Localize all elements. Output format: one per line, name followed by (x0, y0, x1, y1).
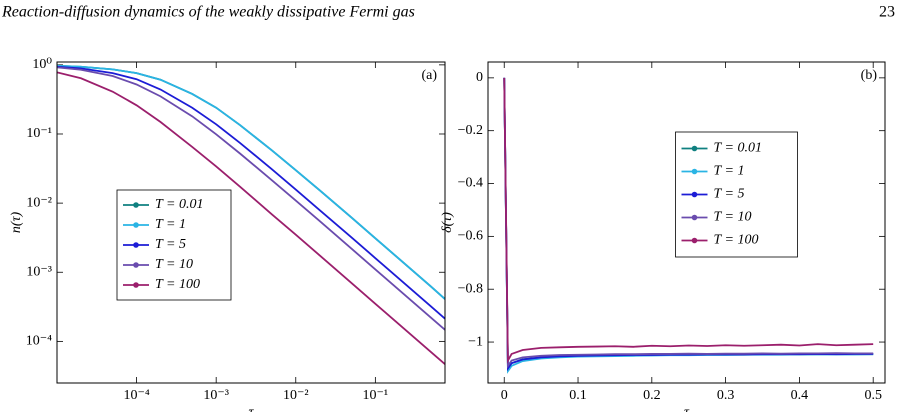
legend-label: T = 5 (155, 237, 186, 252)
y-tick-label: −0.4 (458, 176, 483, 191)
x-tick-label: 10⁻⁴ (123, 388, 149, 403)
legend-marker (691, 145, 698, 152)
legend-label: T = 0.01 (714, 141, 762, 156)
legend-label: T = 10 (714, 210, 752, 225)
y-tick-label: 10⁻¹ (26, 126, 52, 141)
legend-box (116, 189, 232, 301)
series-line (503, 77, 874, 364)
x-tick-label: 0.1 (569, 388, 587, 403)
y-axis-label: δ(τ) (440, 212, 455, 233)
x-tick-label: 0 (501, 388, 508, 403)
series-line (57, 65, 445, 320)
legend: T = 0.01 T = 1 T = 5 T = 10 T = 100 (116, 189, 232, 301)
running-title: Reaction-diffusion dynamics of the weakl… (1, 4, 415, 21)
legend-label: T = 100 (155, 277, 200, 292)
y-axis-label: n(τ) (9, 211, 24, 233)
series-line (57, 64, 445, 300)
legend: T = 0.01 T = 1 T = 5 T = 10 T = 100 (675, 131, 798, 258)
chart-panel: 0 0.1 0.2 0.3 0.4 0.5 0 −0.2 −0.4 −0.6 −0.8 −1 (b) τ δ… (440, 61, 886, 417)
legend-marker (133, 222, 139, 228)
y-tick-label: 0 (476, 70, 483, 85)
legend-label: T = 1 (714, 164, 745, 179)
legend-marker (691, 191, 698, 198)
legend-marker (133, 242, 139, 248)
legend-label: T = 0.01 (155, 197, 203, 212)
x-tick-label: 0.3 (717, 388, 735, 403)
x-tick-label: 0.5 (864, 388, 882, 403)
legend-label: T = 1 (155, 217, 186, 232)
panel-label: (b) (861, 68, 878, 83)
y-tick-label: −0.8 (458, 281, 483, 296)
y-tick-label: 10⁻⁴ (26, 334, 52, 349)
legend-marker (133, 282, 139, 288)
y-tick-label: 10⁰ (32, 57, 52, 72)
legend-label: T = 10 (155, 257, 193, 272)
plot-frame (56, 61, 446, 384)
y-tick-label: −1 (468, 334, 483, 349)
x-tick-label: 0.2 (643, 388, 661, 403)
panel-label: (a) (421, 68, 437, 83)
x-tick-label: 10⁻² (283, 388, 309, 403)
x-tick-label: 0.4 (791, 388, 809, 403)
y-tick-label: −0.6 (458, 229, 483, 244)
series-line (57, 71, 445, 365)
chart-panel: 10⁻⁴ 10⁻³ 10⁻² 10⁻¹ 10⁻⁴ 10⁻³ 10⁻² 10⁻¹ 10⁰ (a) τ n… (9, 57, 446, 417)
series-line (503, 77, 874, 369)
y-tick-label: 10⁻³ (26, 264, 52, 279)
series-line (57, 64, 445, 300)
y-tick-label: −0.2 (458, 123, 483, 138)
series-line (57, 66, 445, 331)
legend-marker (133, 202, 139, 208)
x-tick-label: 10⁻¹ (363, 388, 389, 403)
x-tick-label: 10⁻³ (203, 388, 229, 403)
legend-marker (691, 237, 698, 244)
x-axis-label: τ (248, 405, 254, 412)
page-number: 23 (879, 4, 895, 21)
y-tick-label: 10⁻² (26, 195, 52, 210)
legend-label: T = 5 (714, 187, 745, 202)
legend-marker (691, 168, 698, 175)
plot-frame (487, 61, 886, 384)
x-axis-label: τ (684, 405, 690, 412)
legend-label: T = 100 (714, 233, 759, 248)
legend-marker (133, 262, 139, 268)
legend-marker (691, 214, 698, 221)
